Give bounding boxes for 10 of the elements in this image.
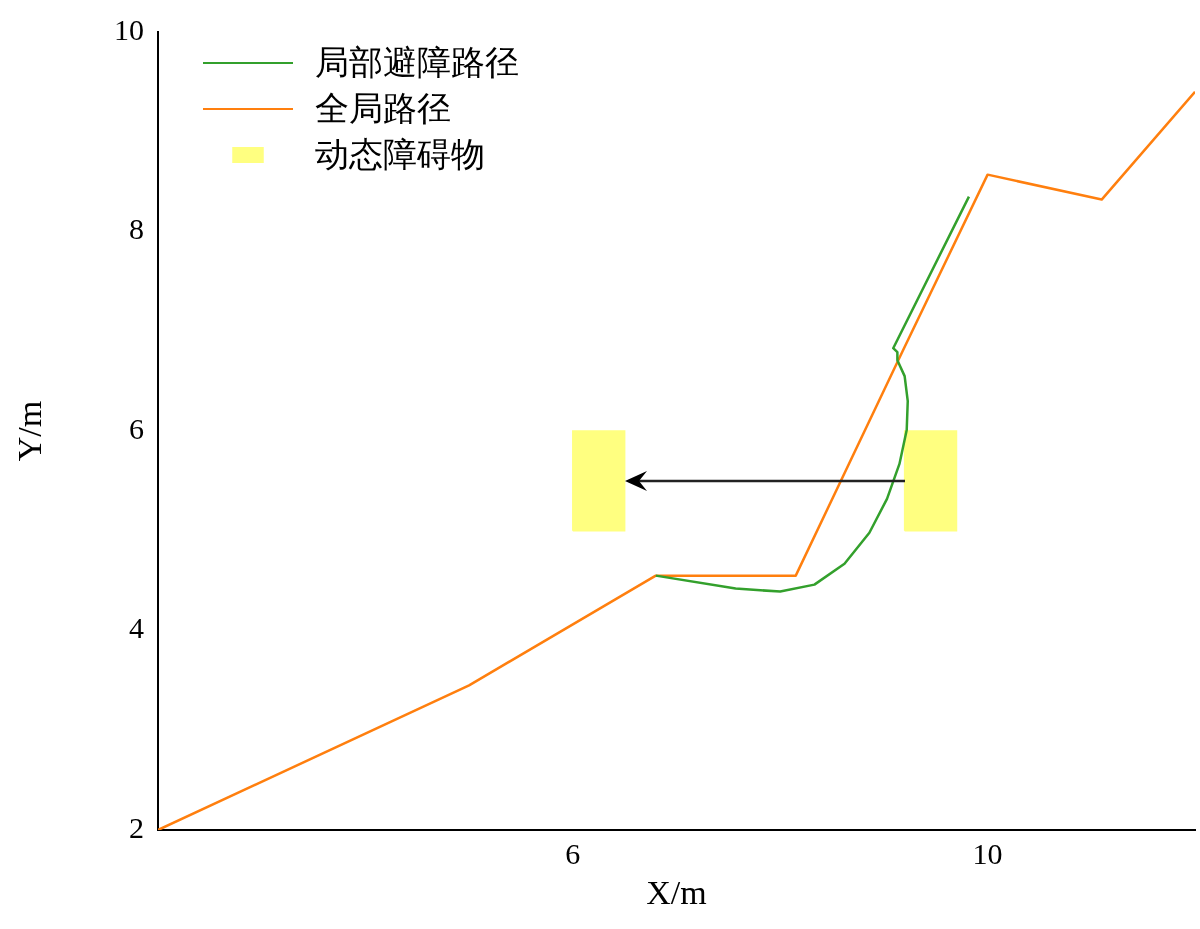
- y-tick-label: 2: [129, 810, 144, 844]
- y-tick-label: 6: [129, 411, 144, 445]
- legend-label: 局部避障路径: [315, 43, 519, 83]
- y-tick-label: 4: [129, 611, 144, 645]
- legend-label: 全局路径: [315, 89, 451, 129]
- y-axis-title: Y/m: [11, 400, 49, 462]
- legend-label: 动态障碍物: [315, 135, 485, 175]
- y-tick-label: 10: [114, 12, 144, 46]
- y-tick-label: 8: [129, 212, 144, 246]
- x-axis-title: X/m: [646, 873, 707, 911]
